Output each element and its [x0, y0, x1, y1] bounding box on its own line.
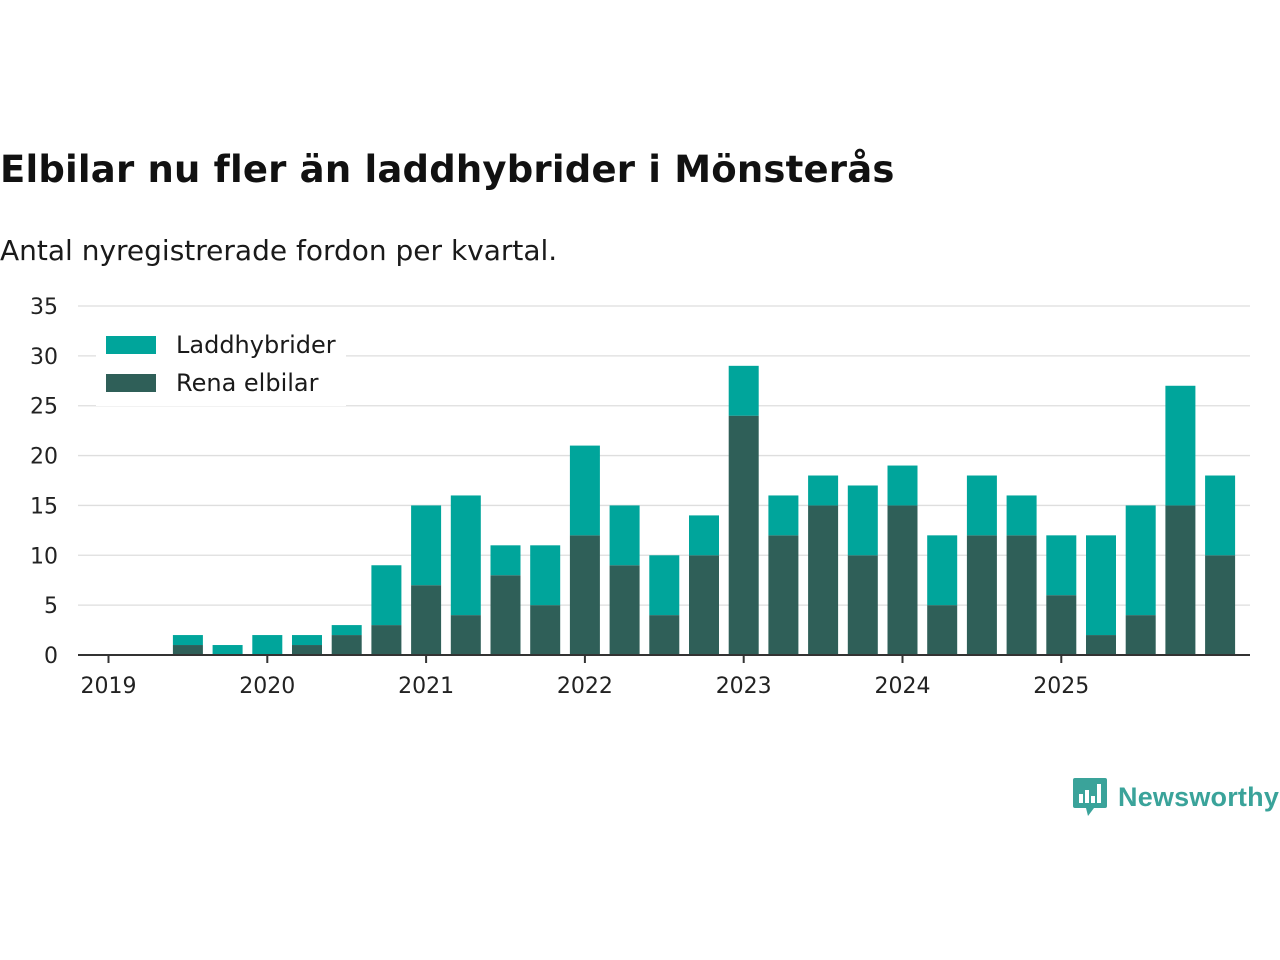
bar-rena-elbilar — [1086, 635, 1116, 655]
bar-laddhybrider — [966, 475, 997, 536]
bar-rena-elbilar — [450, 615, 481, 655]
bar-rena-elbilar — [1205, 555, 1236, 655]
x-tick-label: 2023 — [716, 674, 772, 699]
bar-rena-elbilar — [530, 605, 561, 655]
newsworthy-logo-icon — [1073, 778, 1107, 816]
bar-rena-elbilar — [887, 505, 918, 655]
bar-rena-elbilar — [689, 555, 719, 655]
brand-name: Newsworthy — [1118, 781, 1280, 812]
bar-laddhybrider — [569, 445, 600, 536]
bar-rena-elbilar — [490, 575, 521, 655]
bar-laddhybrider — [1125, 505, 1156, 616]
bar-rena-elbilar — [172, 645, 203, 655]
y-tick-label: 15 — [30, 494, 58, 519]
y-tick-label: 10 — [30, 544, 58, 569]
bar-laddhybrider — [292, 635, 322, 646]
y-tick-label: 0 — [44, 644, 58, 669]
legend-label: Laddhybrider — [176, 331, 336, 359]
bar-laddhybrider — [490, 545, 521, 576]
y-axis-ticks: 0 5 10 15 20 25 30 35 — [30, 295, 58, 669]
bar-laddhybrider — [847, 485, 878, 556]
bar-rena-elbilar — [847, 555, 878, 655]
bar-laddhybrider — [331, 625, 362, 636]
x-tick-label: 2025 — [1033, 674, 1089, 699]
x-tick-label: 2020 — [239, 674, 295, 699]
bar-rena-elbilar — [371, 625, 402, 655]
bar-laddhybrider — [728, 365, 759, 416]
bar-laddhybrider — [411, 505, 442, 586]
newsworthy-brand: Newsworthy — [1072, 776, 1279, 818]
legend-label: Rena elbilar — [176, 369, 319, 397]
bar-laddhybrider — [768, 495, 799, 536]
bar-laddhybrider — [649, 555, 680, 616]
bar-laddhybrider — [1006, 495, 1037, 536]
bar-laddhybrider — [1086, 535, 1116, 636]
bar-laddhybrider — [689, 515, 719, 556]
bar-laddhybrider — [212, 645, 243, 655]
bar-laddhybrider — [450, 495, 481, 616]
bar-laddhybrider — [1205, 475, 1236, 556]
bar-rena-elbilar — [728, 415, 759, 655]
legend: Laddhybrider Rena elbilar — [96, 324, 346, 406]
bar-laddhybrider — [172, 635, 203, 646]
chart-title: Elbilar nu fler än laddhybrider i Mönste… — [0, 148, 895, 191]
x-tick-label: 2024 — [875, 674, 931, 699]
bars — [172, 365, 1236, 655]
bar-rena-elbilar — [609, 565, 640, 655]
bar-rena-elbilar — [927, 605, 958, 655]
chart-subtitle: Antal nyregistrerade fordon per kvartal. — [0, 234, 558, 267]
bar-laddhybrider — [808, 475, 839, 506]
x-tick-label: 2019 — [81, 674, 137, 699]
bar-rena-elbilar — [569, 535, 600, 655]
y-tick-label: 25 — [30, 395, 58, 420]
bar-rena-elbilar — [768, 535, 799, 655]
bar-rena-elbilar — [1006, 535, 1037, 655]
y-tick-label: 35 — [30, 295, 58, 320]
bar-laddhybrider — [1165, 385, 1196, 506]
bar-laddhybrider — [252, 635, 283, 655]
bar-laddhybrider — [530, 545, 561, 606]
x-axis-ticks: 2019 2020 2021 2022 2023 2024 2025 — [81, 655, 1089, 699]
bar-laddhybrider — [887, 465, 918, 506]
bar-rena-elbilar — [411, 585, 442, 655]
bar-rena-elbilar — [808, 505, 839, 655]
bar-laddhybrider — [371, 565, 402, 626]
bar-laddhybrider — [927, 535, 958, 606]
bar-rena-elbilar — [1046, 595, 1077, 655]
x-tick-label: 2022 — [557, 674, 613, 699]
legend-swatch — [106, 374, 156, 392]
y-tick-label: 30 — [30, 345, 58, 370]
bar-rena-elbilar — [966, 535, 997, 655]
x-tick-label: 2021 — [398, 674, 454, 699]
legend-swatch — [106, 336, 156, 354]
bar-rena-elbilar — [1165, 505, 1196, 655]
bar-rena-elbilar — [1125, 615, 1156, 655]
bar-rena-elbilar — [649, 615, 680, 655]
y-tick-label: 20 — [30, 445, 58, 470]
y-tick-label: 5 — [44, 594, 58, 619]
bar-rena-elbilar — [292, 645, 322, 655]
bar-laddhybrider — [609, 505, 640, 566]
bar-rena-elbilar — [331, 635, 362, 655]
bar-laddhybrider — [1046, 535, 1077, 596]
